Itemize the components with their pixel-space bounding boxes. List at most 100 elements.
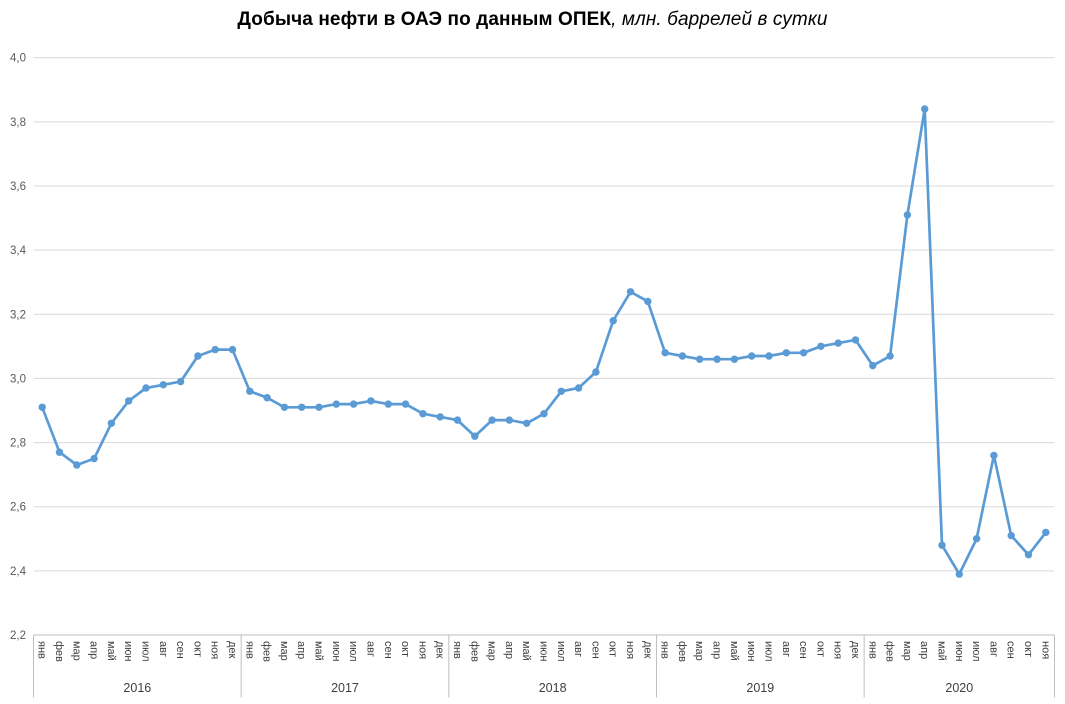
- month-label: апр: [503, 641, 515, 659]
- data-point: [401, 400, 410, 408]
- month-label: июн: [330, 641, 342, 661]
- chart-title-main: Добыча нефти в ОАЭ по данным ОПЕК: [237, 9, 612, 30]
- data-point: [142, 384, 150, 392]
- month-label: окт: [607, 641, 619, 657]
- month-label: авг: [157, 641, 169, 657]
- data-point: [246, 387, 254, 395]
- data-point: [540, 410, 548, 418]
- month-label: ноя: [832, 641, 844, 659]
- month-label: ноя: [416, 641, 428, 659]
- year-label: 2018: [539, 681, 567, 695]
- month-label: май: [936, 641, 948, 661]
- month-label: апр: [88, 641, 100, 659]
- month-label: ноя: [1039, 641, 1051, 659]
- month-label: янв: [659, 641, 671, 659]
- month-label: фев: [53, 641, 65, 662]
- chart-title-units: , млн. баррелей в сутки: [611, 9, 828, 30]
- month-label: мар: [693, 641, 705, 661]
- data-point: [367, 397, 375, 405]
- data-point: [349, 400, 358, 408]
- month-label: июн: [538, 641, 550, 661]
- month-label: май: [520, 641, 532, 661]
- data-point: [748, 352, 756, 360]
- month-label: мар: [70, 641, 82, 661]
- month-label: окт: [399, 641, 411, 657]
- month-label: авг: [572, 641, 584, 657]
- data-point: [661, 349, 669, 357]
- data-point: [730, 355, 739, 363]
- data-point: [505, 416, 514, 424]
- data-point: [574, 384, 583, 392]
- data-point: [834, 339, 842, 347]
- y-tick-label: 2,4: [10, 566, 27, 578]
- month-label: сен: [382, 641, 394, 659]
- y-tick-label: 4,0: [10, 53, 26, 65]
- y-tick-label: 3,8: [10, 117, 26, 129]
- data-point: [626, 288, 635, 296]
- month-label: июл: [970, 641, 982, 662]
- data-point: [211, 345, 219, 354]
- data-point: [869, 361, 877, 370]
- data-point: [799, 349, 808, 357]
- data-point: [782, 349, 790, 357]
- data-point: [90, 454, 98, 463]
- data-point: [436, 413, 444, 421]
- data-point: [55, 448, 64, 456]
- data-point: [696, 355, 704, 363]
- month-label: дек: [434, 641, 446, 659]
- y-tick-label: 3,0: [10, 373, 26, 385]
- y-tick-label: 2,6: [10, 502, 26, 514]
- data-point: [488, 416, 496, 424]
- month-label: апр: [711, 641, 723, 659]
- chart-title: Добыча нефти в ОАЭ по данным ОПЕК, млн. …: [0, 9, 1065, 31]
- data-point: [1007, 531, 1015, 540]
- month-label: мар: [486, 641, 498, 661]
- month-label: фев: [884, 641, 896, 662]
- data-point: [644, 297, 652, 306]
- month-label: авг: [987, 641, 999, 657]
- month-label: июн: [745, 641, 757, 661]
- month-label: авг: [780, 641, 792, 657]
- month-label: май: [728, 641, 740, 661]
- data-point: [1042, 528, 1050, 537]
- data-point: [886, 352, 894, 360]
- month-label: окт: [814, 641, 826, 657]
- month-label: июн: [953, 641, 965, 661]
- data-point: [990, 451, 998, 460]
- data-point: [453, 416, 462, 424]
- data-point: [523, 419, 531, 427]
- data-point: [159, 381, 167, 389]
- month-label: май: [313, 641, 325, 661]
- data-point: [955, 570, 963, 578]
- month-label: дек: [226, 641, 238, 659]
- data-point: [713, 355, 721, 363]
- month-label: окт: [191, 641, 203, 657]
- data-point: [107, 419, 116, 427]
- month-label: авг: [364, 641, 376, 657]
- data-point: [228, 345, 237, 354]
- data-point: [298, 403, 306, 411]
- year-label: 2019: [746, 681, 774, 695]
- data-point: [176, 377, 185, 386]
- data-point: [592, 368, 600, 376]
- data-point: [471, 432, 479, 440]
- month-label: окт: [1022, 641, 1034, 657]
- data-point: [125, 397, 133, 405]
- data-point: [419, 410, 427, 418]
- month-label: мар: [278, 641, 290, 661]
- month-label: июн: [122, 641, 134, 661]
- data-point: [332, 400, 340, 408]
- month-label: сен: [589, 641, 601, 659]
- month-label: июл: [347, 641, 359, 662]
- year-label: 2017: [331, 681, 359, 695]
- data-point: [557, 387, 565, 395]
- data-point: [851, 336, 860, 344]
- month-label: янв: [451, 641, 463, 659]
- data-point: [315, 403, 323, 411]
- month-label: июл: [555, 641, 567, 662]
- data-point: [921, 105, 929, 113]
- month-label: апр: [295, 641, 307, 659]
- month-label: янв: [36, 641, 48, 659]
